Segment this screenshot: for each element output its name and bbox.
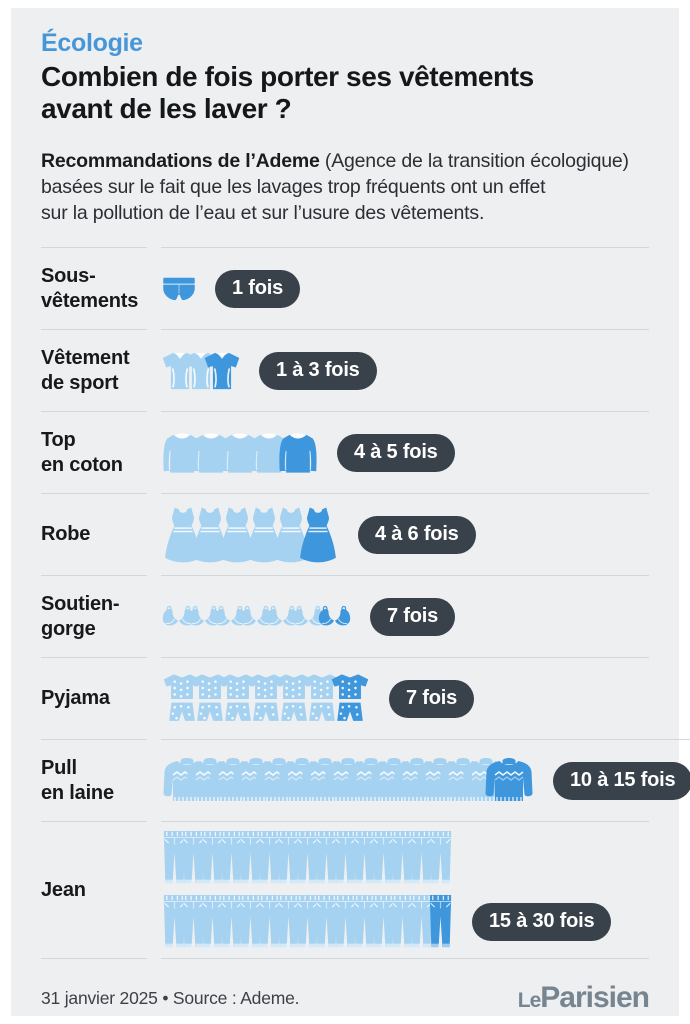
garment-row-sport-shirt: Vêtement de sport 1 à 3 fois bbox=[41, 329, 649, 411]
icon-line: 10 à 15 fois bbox=[161, 754, 690, 808]
title-line-1: Combien de fois porter ses vêtements bbox=[41, 60, 534, 92]
garment-row-underwear: Sous-vêtements 1 fois bbox=[41, 247, 649, 329]
garment-label: Top en coton bbox=[41, 411, 147, 493]
section-kicker: Écologie bbox=[41, 29, 143, 57]
cotton-top-icon bbox=[277, 431, 319, 475]
icon-line: 7 fois bbox=[161, 597, 649, 636]
garment-label: Soutien-gorge bbox=[41, 575, 147, 657]
intro-text: Recommandations de l’Ademe (Agence de la… bbox=[41, 148, 649, 226]
garment-row-dress: Robe 4 à 6 fois bbox=[41, 493, 649, 575]
intro-line3: sur la pollution de l’eau et sur l’usure… bbox=[41, 202, 485, 225]
garment-icons-area: 1 à 3 fois bbox=[161, 329, 649, 411]
logo-le: Le bbox=[517, 989, 541, 1013]
count-badge: 7 fois bbox=[389, 679, 475, 718]
garment-row-jeans: Jean 15 à 30 fois bbox=[41, 821, 649, 960]
garment-label: Robe bbox=[41, 493, 147, 575]
logo-parisien: Parisien bbox=[540, 981, 650, 1015]
jeans-icon bbox=[427, 828, 454, 888]
garment-label: Pull en laine bbox=[41, 739, 147, 821]
garment-icons-area: 4 à 6 fois bbox=[161, 493, 649, 575]
page-title: Combien de fois porter ses vêtements avan… bbox=[41, 61, 649, 125]
icon-line: 1 à 3 fois bbox=[161, 350, 649, 392]
leparisien-logo: LeParisien bbox=[517, 981, 650, 1015]
title-line-2: avant de les laver ? bbox=[41, 92, 292, 124]
footer: 31 janvier 2025 • Source : Ademe. LePari… bbox=[41, 959, 650, 1015]
count-badge: 7 fois bbox=[370, 597, 456, 636]
wool-sweater-icon bbox=[483, 754, 535, 808]
garment-label: Sous-vêtements bbox=[41, 247, 147, 329]
infographic-card: Écologie Combien de fois porter ses vête… bbox=[11, 8, 690, 1016]
icon-line bbox=[161, 828, 649, 888]
count-badge: 10 à 15 fois bbox=[553, 761, 690, 800]
garment-label: Pyjama bbox=[41, 657, 147, 739]
sport-shirt-icon bbox=[203, 350, 241, 392]
icon-line: 4 à 5 fois bbox=[161, 431, 649, 475]
count-badge: 4 à 6 fois bbox=[358, 515, 476, 554]
pyjama-icon bbox=[329, 671, 371, 727]
garment-icons-area: 1 fois bbox=[161, 247, 649, 329]
icon-line: 7 fois bbox=[161, 671, 649, 727]
date-and-source: 31 janvier 2025 • Source : Ademe. bbox=[41, 987, 300, 1008]
count-badge: 15 à 30 fois bbox=[472, 903, 612, 942]
count-badge: 1 fois bbox=[215, 269, 301, 308]
intro-line2: basées sur le fait que les lavages trop … bbox=[41, 176, 546, 198]
icon-line: 4 à 6 fois bbox=[161, 504, 649, 566]
garment-icons-area: 4 à 5 fois bbox=[161, 411, 649, 493]
garment-icons-area: 15 à 30 fois bbox=[161, 821, 649, 960]
bra-icon bbox=[317, 604, 352, 630]
garment-row-wool-sweater: Pull en laine 10 à 15 fois bbox=[41, 739, 690, 821]
garment-row-pyjama: Pyjama 7 fois bbox=[41, 657, 649, 739]
garment-icons-area: 10 à 15 fois bbox=[161, 739, 690, 821]
intro-bold: Recommandations de l’Ademe bbox=[41, 149, 320, 172]
garment-label: Vêtement de sport bbox=[41, 329, 147, 411]
dress-icon bbox=[296, 504, 340, 566]
underwear-icon bbox=[161, 274, 197, 304]
garment-icons-area: 7 fois bbox=[161, 575, 649, 657]
garment-row-bra: Soutien-gorge 7 fois bbox=[41, 575, 649, 657]
icon-line: 15 à 30 fois bbox=[161, 892, 649, 952]
garment-row-cotton-top: Top en coton 4 à 5 fois bbox=[41, 411, 649, 493]
count-badge: 1 à 3 fois bbox=[259, 351, 377, 390]
icon-line: 1 fois bbox=[161, 269, 649, 308]
garment-rows: Sous-vêtements 1 fois Vêtement de sport 1 à … bbox=[41, 247, 690, 960]
jeans-icon bbox=[427, 892, 454, 952]
count-badge: 4 à 5 fois bbox=[337, 433, 455, 472]
garment-icons-area: 7 fois bbox=[161, 657, 649, 739]
intro-line1-rest: (Agence de la transition écologique) bbox=[319, 149, 629, 172]
garment-label: Jean bbox=[41, 821, 147, 960]
